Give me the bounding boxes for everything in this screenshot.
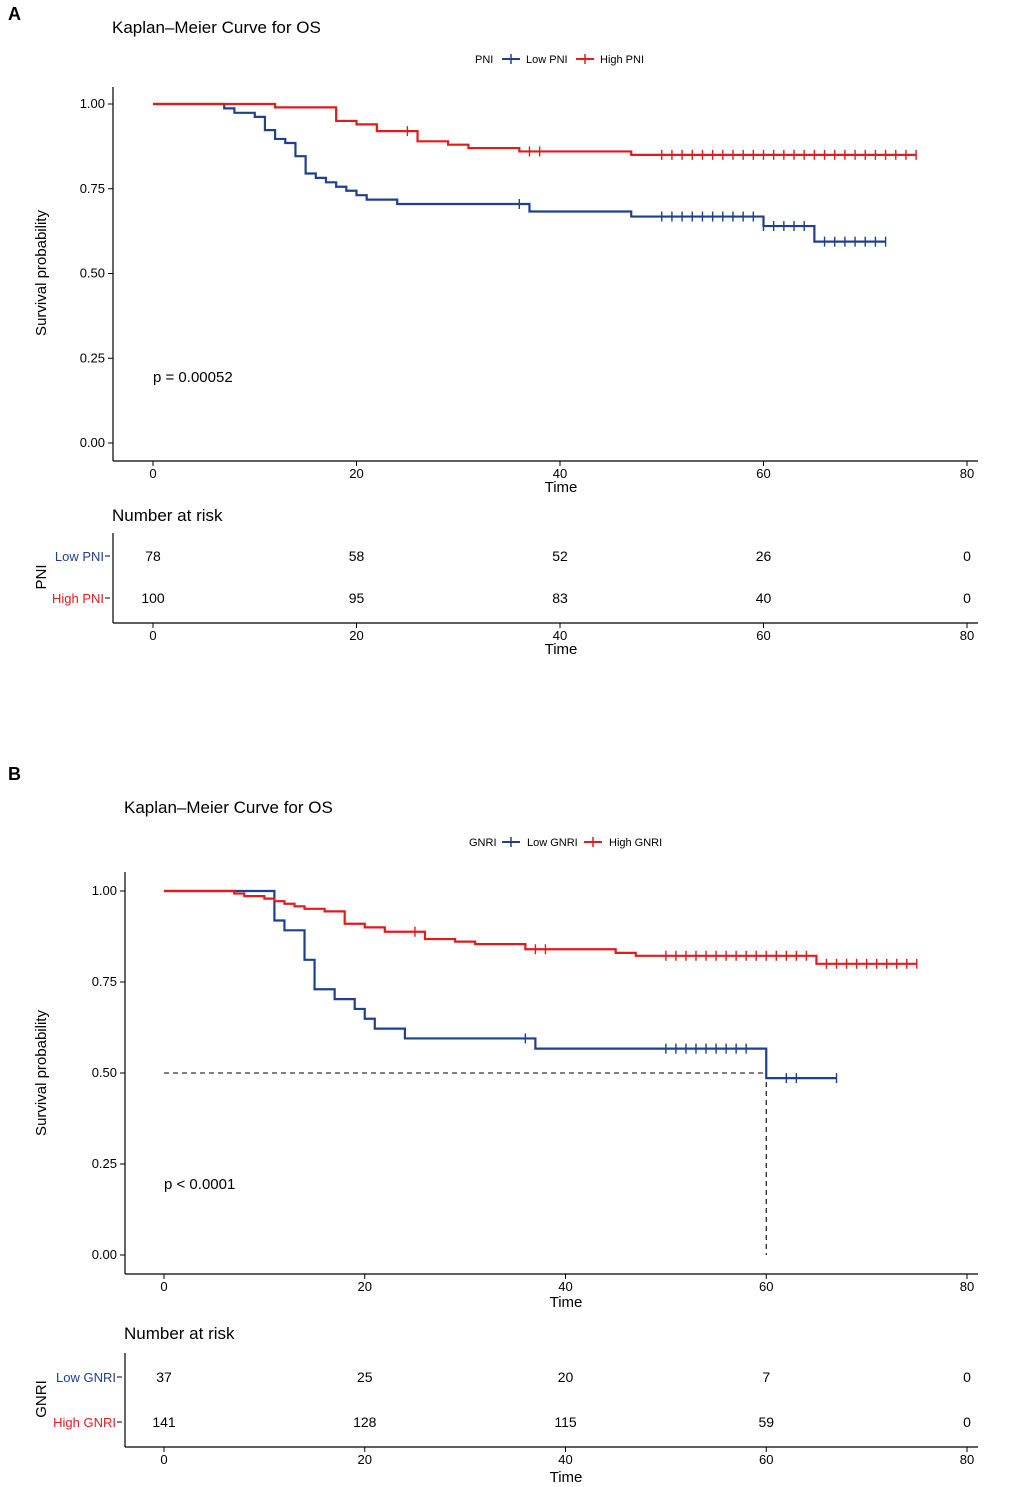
risk-value-low-pni-3: 26 [756, 548, 772, 564]
risk-value-low-gnri-2: 20 [558, 1369, 574, 1385]
pvalue-a: p = 0.00052 [153, 369, 233, 386]
risk-x-tick-label-b-2: 40 [558, 1452, 572, 1467]
curve-high-pni [153, 102, 917, 156]
y-tick-label-a-2: 0.50 [80, 266, 105, 281]
x-tick-label-a-1: 20 [349, 466, 363, 481]
risk-value-high-pni-2: 83 [552, 590, 568, 606]
chart-title-a: Kaplan–Meier Curve for OS [112, 18, 321, 37]
legend-b: GNRI Low GNRI High GNRI [469, 837, 662, 849]
risk-value-high-gnri-3: 59 [758, 1414, 774, 1430]
risk-x-axis-title-a: Time [545, 641, 578, 658]
risk-value-low-gnri-3: 7 [762, 1369, 770, 1385]
risk-table-a: Number at risk PNI Low PNI 78 58 52 26 0 High … [33, 506, 978, 658]
plot-area-a: 0.00 0.25 0.50 0.75 1.00 0 20 40 60 80 p = 0.000… [33, 87, 978, 496]
risk-table-b: Number at risk GNRI Low GNRI 37 25 20 7 0 High… [33, 1324, 978, 1486]
risk-value-low-gnri-1: 25 [357, 1369, 373, 1385]
y-tick-label-a-1: 0.25 [80, 350, 105, 365]
risk-x-tick-label-a-4: 80 [960, 628, 974, 643]
risk-value-high-pni-3: 40 [756, 590, 772, 606]
risk-x-axis-title-b: Time [550, 1469, 583, 1486]
risk-x-tick-label-b-1: 20 [358, 1452, 372, 1467]
curve-low-pni [153, 102, 886, 243]
x-tick-label-a-0: 0 [149, 466, 156, 481]
x-tick-label-b-3: 60 [759, 1279, 773, 1294]
risk-x-tick-label-b-3: 60 [759, 1452, 773, 1467]
y-tick-label-b-1: 0.25 [92, 1156, 117, 1171]
risk-row-label-high-pni: High PNI [52, 591, 104, 606]
legend-title-b: GNRI [469, 837, 497, 849]
risk-x-tick-label-b-0: 0 [160, 1452, 167, 1467]
legend-label-low-pni: Low PNI [526, 54, 568, 66]
risk-value-high-gnri-0: 141 [152, 1414, 176, 1430]
risk-table-ylabel-a: PNI [33, 564, 50, 589]
x-tick-label-a-4: 80 [960, 466, 974, 481]
legend-label-high-pni: High PNI [600, 54, 644, 66]
curve-low-gnri [164, 889, 837, 1080]
y-tick-label-a-3: 0.75 [80, 181, 105, 196]
y-axis-title-b: Survival probability [33, 1010, 50, 1136]
legend-a: PNI Low PNI High PNI [475, 54, 644, 66]
x-tick-label-b-0: 0 [160, 1279, 167, 1294]
risk-x-tick-label-a-1: 20 [349, 628, 363, 643]
risk-value-low-gnri-4: 0 [963, 1369, 971, 1385]
x-tick-label-a-2: 40 [553, 466, 567, 481]
legend-label-low-gnri: Low GNRI [527, 837, 578, 849]
plot-area-b: 0.00 0.25 0.50 0.75 1.00 0 20 40 60 80 p < 0.000… [33, 872, 978, 1311]
x-tick-label-b-2: 40 [558, 1279, 572, 1294]
risk-value-low-gnri-0: 37 [156, 1369, 172, 1385]
panel-b: B Kaplan–Meier Curve for OS GNRI Low GNR… [8, 764, 978, 1486]
risk-value-high-gnri-2: 115 [554, 1414, 577, 1430]
legend-label-high-gnri: High GNRI [609, 837, 662, 849]
risk-value-high-pni-1: 95 [349, 590, 365, 606]
x-tick-label-b-4: 80 [960, 1279, 974, 1294]
risk-table-ylabel-b: GNRI [33, 1380, 50, 1418]
panel-a: A Kaplan–Meier Curve for OS PNI Low PNI … [8, 4, 978, 658]
risk-x-tick-label-a-2: 40 [553, 628, 567, 643]
curve-high-gnri [164, 889, 917, 965]
x-axis-title-a: Time [545, 479, 578, 496]
risk-row-label-low-gnri: Low GNRI [56, 1370, 116, 1385]
risk-table-title-b: Number at risk [124, 1324, 235, 1343]
risk-table-title-a: Number at risk [112, 506, 223, 525]
risk-x-tick-label-a-3: 60 [756, 628, 770, 643]
risk-value-low-pni-1: 58 [349, 548, 365, 564]
y-tick-label-b-0: 0.00 [92, 1247, 117, 1262]
risk-value-low-pni-0: 78 [145, 548, 161, 564]
y-tick-label-b-4: 1.00 [92, 883, 117, 898]
legend-title-a: PNI [475, 54, 493, 66]
risk-x-tick-label-a-0: 0 [149, 628, 156, 643]
risk-value-high-pni-4: 0 [963, 590, 971, 606]
risk-value-high-gnri-4: 0 [963, 1414, 971, 1430]
y-tick-label-a-0: 0.00 [80, 435, 105, 450]
risk-value-low-pni-4: 0 [963, 548, 971, 564]
y-axis-title-a: Survival probability [33, 210, 50, 336]
chart-title-b: Kaplan–Meier Curve for OS [124, 798, 333, 817]
risk-x-tick-label-b-4: 80 [960, 1452, 974, 1467]
x-tick-label-b-1: 20 [358, 1279, 372, 1294]
x-tick-label-a-3: 60 [756, 466, 770, 481]
risk-value-low-pni-2: 52 [552, 548, 568, 564]
risk-value-high-gnri-1: 128 [353, 1414, 377, 1430]
risk-row-label-high-gnri: High GNRI [53, 1415, 116, 1430]
pvalue-b: p < 0.0001 [164, 1176, 235, 1193]
risk-value-high-pni-0: 100 [141, 590, 165, 606]
panel-letter-b: B [8, 764, 21, 784]
panel-letter-a: A [8, 4, 21, 24]
x-axis-title-b: Time [550, 1294, 583, 1311]
y-tick-label-b-2: 0.50 [92, 1065, 117, 1080]
y-tick-label-b-3: 0.75 [92, 974, 117, 989]
y-tick-label-a-4: 1.00 [80, 96, 105, 111]
risk-row-label-low-pni: Low PNI [55, 549, 104, 564]
